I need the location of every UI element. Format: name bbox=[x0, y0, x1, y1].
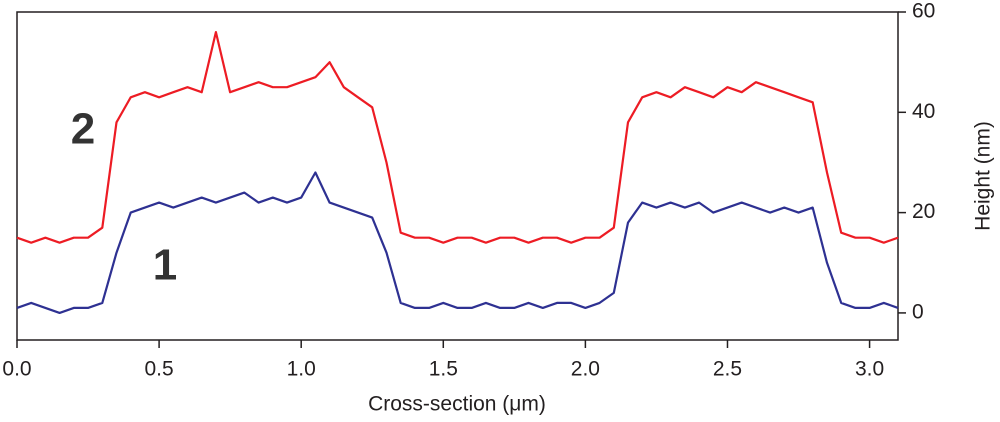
annotation: 1 bbox=[153, 241, 177, 290]
plot-frame bbox=[16, 11, 899, 341]
y-tick-label: 0 bbox=[912, 300, 924, 323]
y-axis-label: Height (nm) bbox=[972, 121, 995, 231]
series-line bbox=[16, 31, 899, 244]
x-tick-label: 2.0 bbox=[571, 358, 600, 381]
series-line bbox=[16, 171, 899, 314]
y-tick-label: 40 bbox=[912, 100, 935, 123]
x-tick-label: 3.0 bbox=[855, 358, 884, 381]
x-tick-label: 2.5 bbox=[713, 358, 742, 381]
x-tick-label: 1.0 bbox=[287, 358, 316, 381]
annotation: 2 bbox=[71, 105, 95, 154]
x-axis-label: Cross-section (μm) bbox=[368, 393, 546, 416]
y-tick-label: 20 bbox=[912, 200, 935, 223]
y-tick-label: 60 bbox=[912, 0, 935, 23]
x-tick-label: 0.0 bbox=[2, 358, 31, 381]
x-tick-label: 0.5 bbox=[144, 358, 173, 381]
x-tick-label: 1.5 bbox=[429, 358, 458, 381]
